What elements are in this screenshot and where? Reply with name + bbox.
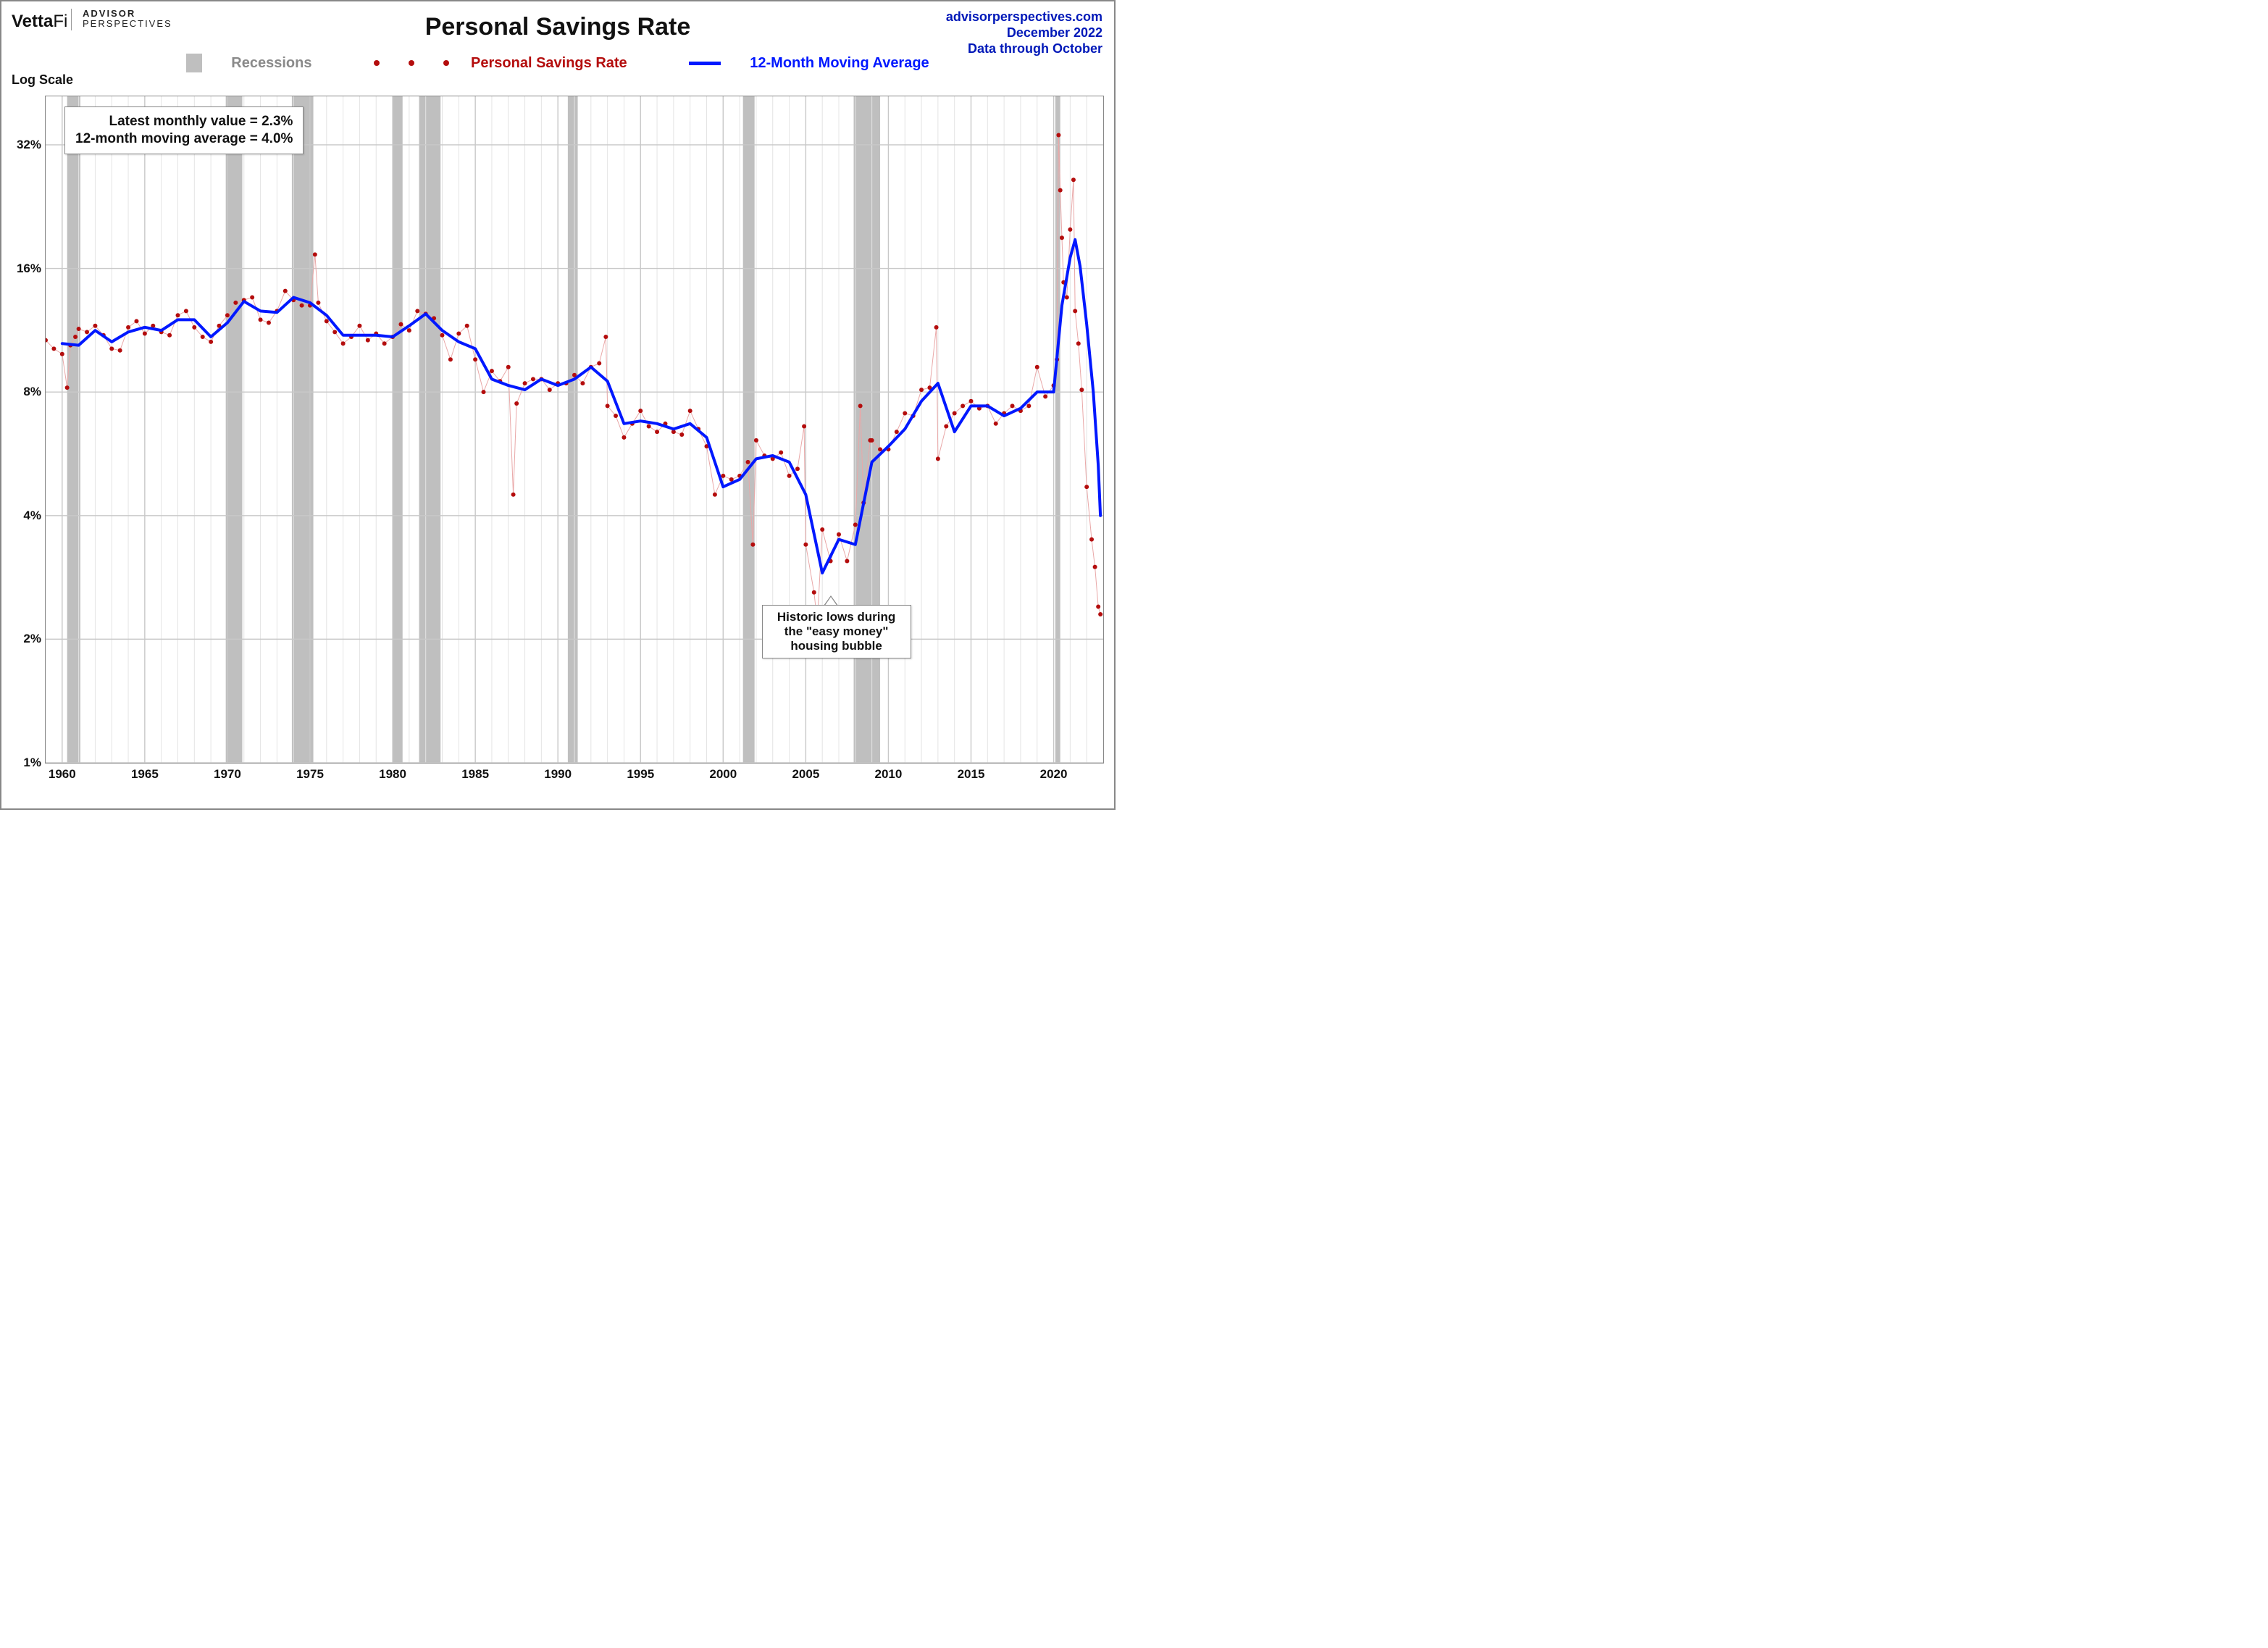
header: VettaFi ADVISOR PERSPECTIVES Personal Sa… bbox=[1, 1, 1114, 45]
chart-container: VettaFi ADVISOR PERSPECTIVES Personal Sa… bbox=[0, 0, 1116, 810]
stat-box: Latest monthly value = 2.3% 12-month mov… bbox=[64, 106, 304, 154]
legend-psr: Personal Savings Rate bbox=[359, 55, 642, 72]
y-tick-label: 32% bbox=[17, 138, 41, 152]
callout-arrow-icon bbox=[824, 595, 838, 606]
x-tick-label: 2005 bbox=[792, 767, 819, 782]
x-tick-label: 1975 bbox=[296, 767, 324, 782]
x-tick-label: 1960 bbox=[49, 767, 76, 782]
plot-svg bbox=[46, 96, 1103, 763]
y-tick-label: 4% bbox=[23, 509, 41, 523]
dot-icon bbox=[374, 60, 380, 66]
x-tick-label: 1965 bbox=[131, 767, 159, 782]
y-tick-label: 1% bbox=[23, 756, 41, 770]
x-tick-label: 2020 bbox=[1040, 767, 1068, 782]
recession-swatch-icon bbox=[186, 54, 202, 72]
legend: Recessions Personal Savings Rate 12-Mont… bbox=[1, 54, 1114, 72]
y-scale-label: Log Scale bbox=[12, 72, 73, 88]
legend-recessions: Recessions bbox=[172, 54, 326, 72]
x-tick-label: 2015 bbox=[958, 767, 985, 782]
y-tick-label: 2% bbox=[23, 632, 41, 646]
x-tick-label: 1995 bbox=[627, 767, 654, 782]
chart-meta: advisorperspectives.com December 2022 Da… bbox=[946, 9, 1102, 57]
x-tick-label: 1985 bbox=[461, 767, 489, 782]
x-tick-label: 1990 bbox=[544, 767, 572, 782]
y-tick-label: 8% bbox=[23, 385, 41, 399]
y-tick-label: 16% bbox=[17, 262, 41, 276]
stat-latest: Latest monthly value = 2.3% bbox=[75, 113, 293, 130]
meta-site: advisorperspectives.com bbox=[946, 9, 1102, 25]
x-tick-label: 2000 bbox=[709, 767, 737, 782]
stat-ma: 12-month moving average = 4.0% bbox=[75, 130, 293, 148]
x-tick-label: 2010 bbox=[875, 767, 903, 782]
x-tick-label: 1980 bbox=[379, 767, 406, 782]
dot-icon bbox=[443, 60, 449, 66]
meta-date: December 2022 bbox=[946, 25, 1102, 41]
callout-box: Historic lows during the "easy money" ho… bbox=[762, 605, 911, 658]
line-swatch-icon bbox=[689, 62, 721, 65]
dot-icon bbox=[409, 60, 414, 66]
legend-ma: 12-Month Moving Average bbox=[674, 55, 943, 72]
plot-area: Latest monthly value = 2.3% 12-month mov… bbox=[45, 96, 1104, 764]
x-tick-label: 1970 bbox=[214, 767, 241, 782]
